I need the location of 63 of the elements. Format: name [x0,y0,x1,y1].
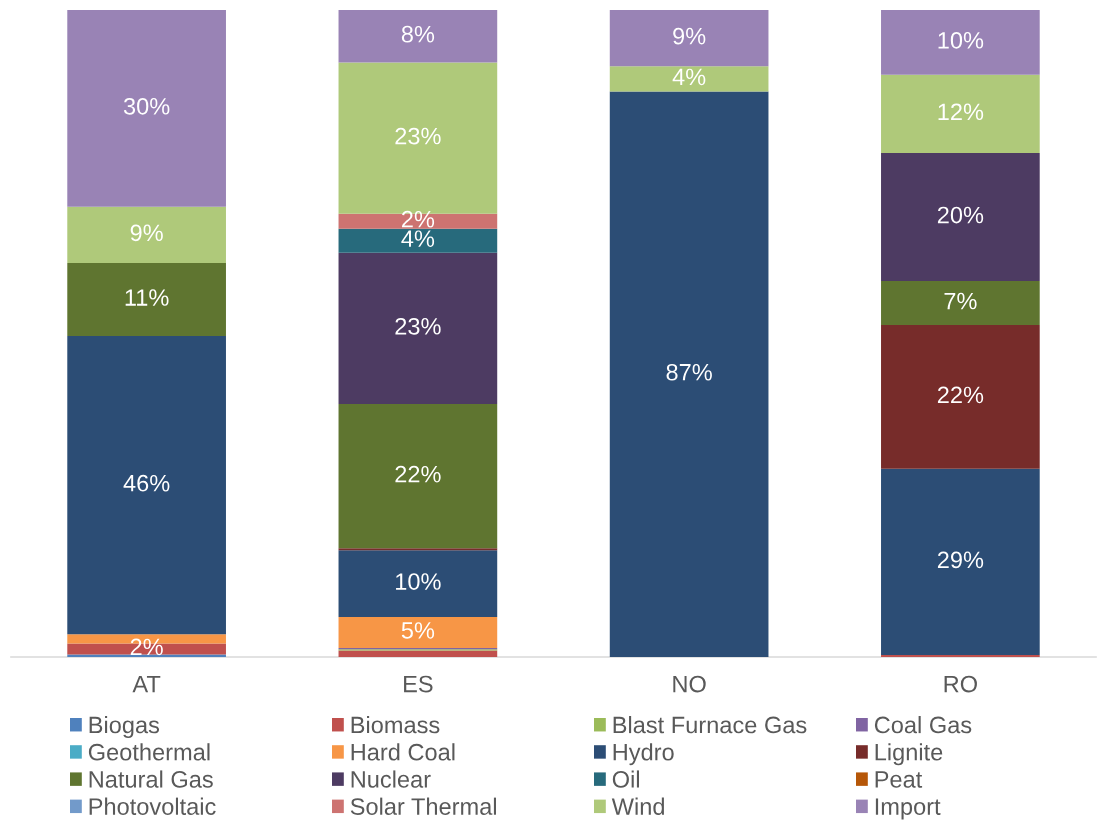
legend-label: Natural Gas [89,770,213,788]
data-label: 23% [395,317,441,335]
x-tick-label: NO [673,675,706,693]
data-label: 22% [395,465,441,483]
legend-label: Hydro [613,743,674,766]
data-label: 30% [123,97,170,115]
data-label: 8% [401,25,435,43]
data-label: 4% [672,68,706,86]
bar [881,325,1040,469]
bar [881,152,1040,282]
data-label: 46% [123,474,170,492]
bar [609,91,769,657]
bar [67,654,226,657]
bar [881,74,1040,153]
legend-label: Geothermal [88,743,210,761]
legend-label: Coal Gas [874,716,972,734]
bar [67,10,226,207]
bar [338,550,498,617]
bar [881,281,1040,326]
legend-label: Import [875,798,941,820]
legend-label: Solar Thermal [350,797,496,815]
bar [67,206,226,263]
bar [338,404,498,549]
x-tick-label: AT [132,675,161,693]
legend-label: Wind [611,797,664,815]
legend-label: Biogas [89,716,160,739]
legend-label: Photovoltaic [89,797,216,815]
data-label: 10% [396,573,441,590]
bar [338,616,498,648]
data-label: 12% [938,103,984,121]
legend-label: Lignite [875,743,943,766]
bar [609,66,769,92]
bar [67,336,226,635]
legend-label: Hard Coal [351,743,455,761]
legend-label: Biomass [351,716,440,734]
x-tick-label: RO [944,675,977,693]
bar [609,10,769,67]
data-label: 7% [944,292,977,310]
data-label: 5% [401,622,435,639]
data-label: 2% [402,210,435,228]
bar [338,650,498,657]
bar [881,10,1040,75]
data-label: 22% [937,386,984,404]
legend-label: Nuclear [351,770,431,788]
bar [67,262,226,337]
data-label: 20% [937,206,984,224]
bar [338,252,498,405]
legend-label: Oil [612,770,639,788]
bar [338,228,498,253]
data-label: 4% [401,230,435,247]
legend-label: Blast Furnace Gas [613,716,807,734]
legend-label: Peat [875,771,923,788]
bar [881,468,1040,656]
data-label: 29% [937,551,984,569]
data-label: 10% [938,31,984,49]
data-label: 9% [673,27,706,45]
data-label: 2% [130,638,163,656]
data-label: 87% [666,363,712,381]
bar [338,10,498,63]
x-tick-label: ES [404,675,433,693]
data-label: 23% [395,127,441,145]
data-label: 11% [125,289,169,306]
data-label: 9% [130,224,163,242]
